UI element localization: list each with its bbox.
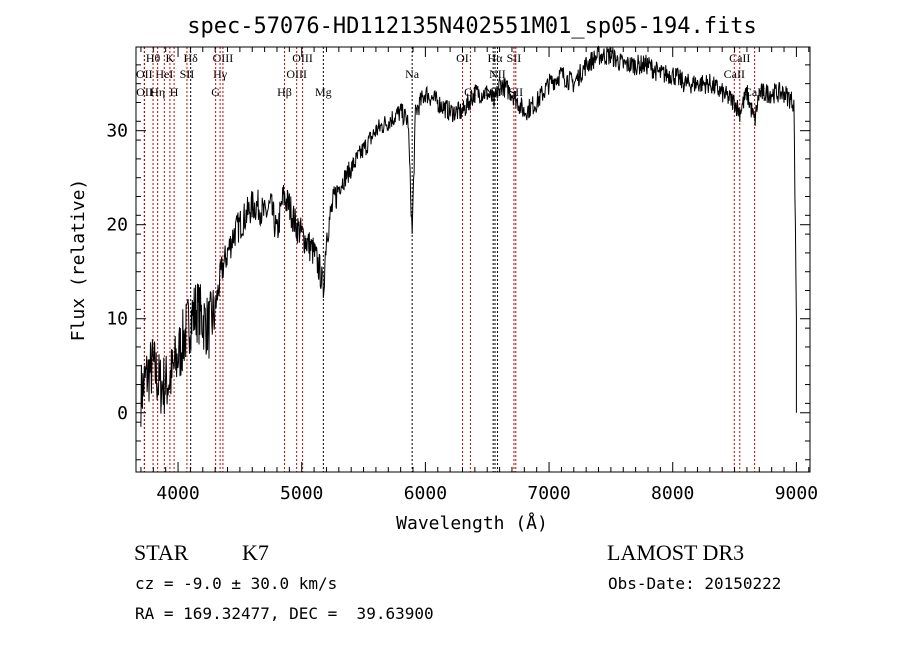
y-tick-label: 20 bbox=[106, 215, 128, 236]
line-label: Hδ bbox=[183, 51, 198, 65]
axis-ticks: 4000 5000 6000 7000 8000 9000 0 10 20 30 bbox=[106, 47, 818, 504]
line-label: Mg bbox=[315, 85, 332, 99]
line-label: Hγ bbox=[213, 67, 228, 81]
chart-title: spec-57076-HD112135N402551M01_sp05-194.f… bbox=[187, 14, 757, 39]
line-label: Hθ bbox=[146, 51, 161, 65]
line-label: Hβ bbox=[277, 85, 292, 99]
line-label: SII bbox=[507, 51, 522, 65]
x-axis-label: Wavelength (Å) bbox=[396, 512, 548, 534]
spectrum-series bbox=[140, 45, 797, 427]
x-tick-label: 8000 bbox=[651, 483, 694, 504]
line-label: G bbox=[211, 85, 220, 99]
line-label: CaII bbox=[729, 51, 750, 65]
y-tick-label: 10 bbox=[106, 309, 128, 330]
y-tick-label: 0 bbox=[117, 403, 128, 424]
line-label: OIII bbox=[213, 51, 234, 65]
line-label: OII bbox=[136, 85, 153, 99]
y-tick-label: 30 bbox=[106, 121, 128, 142]
plot-frame bbox=[135, 46, 811, 473]
x-tick-label: 6000 bbox=[404, 483, 447, 504]
line-label: CaII bbox=[744, 85, 765, 99]
obs-date: Obs-Date: 20150222 bbox=[608, 574, 782, 593]
y-axis-label: Flux (relative) bbox=[68, 179, 89, 342]
line-label: Hα bbox=[488, 51, 504, 65]
object-class: STAR bbox=[134, 540, 189, 565]
x-tick-label: 7000 bbox=[527, 483, 570, 504]
line-label: HeI bbox=[155, 67, 173, 81]
line-label: NII bbox=[489, 67, 506, 81]
line-label: K bbox=[166, 51, 175, 65]
x-tick-label: 9000 bbox=[775, 483, 818, 504]
line-label: Na bbox=[405, 67, 420, 81]
line-label: OIII bbox=[292, 51, 313, 65]
x-tick-label: 5000 bbox=[280, 483, 323, 504]
redshift-cz: cz = -9.0 ± 30.0 km/s bbox=[135, 574, 338, 593]
spectrum-line bbox=[140, 45, 797, 427]
line-label: OII bbox=[136, 67, 153, 81]
object-subclass: K7 bbox=[242, 540, 269, 565]
survey-name: LAMOST DR3 bbox=[607, 540, 745, 565]
line-label: OIII bbox=[286, 67, 307, 81]
line-label: H bbox=[170, 85, 179, 99]
x-tick-label: 4000 bbox=[156, 483, 199, 504]
line-label: CaII bbox=[724, 67, 745, 81]
line-label: SII bbox=[180, 67, 195, 81]
line-label: OI bbox=[456, 51, 469, 65]
ra-dec: RA = 169.32477, DEC = 39.63900 bbox=[135, 604, 434, 623]
line-label: Hη bbox=[150, 85, 165, 99]
